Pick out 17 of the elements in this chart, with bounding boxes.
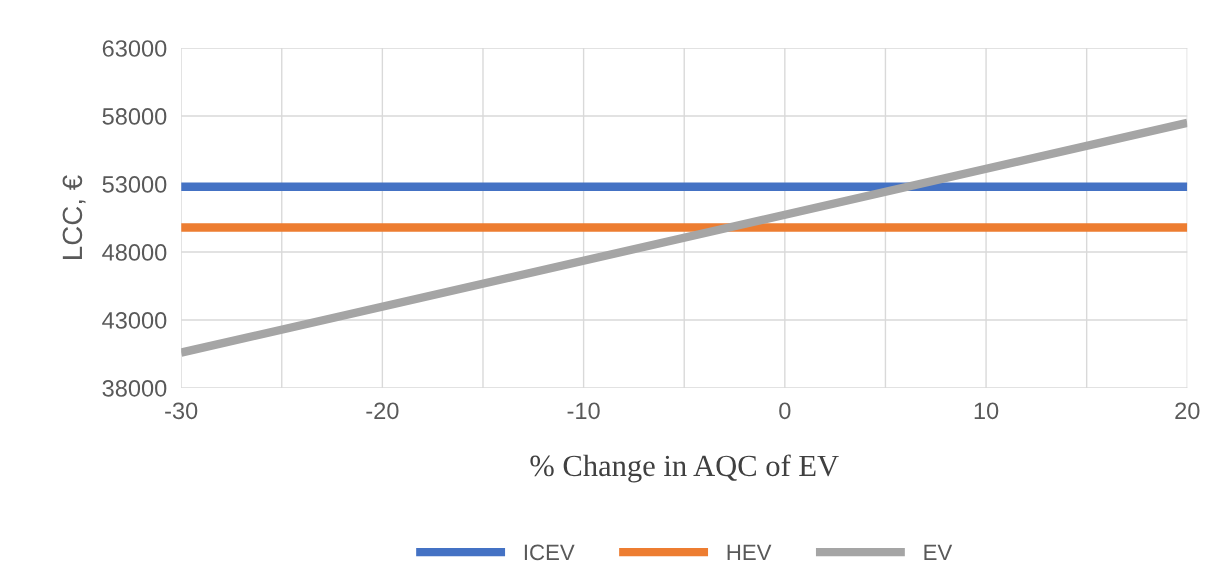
- y-tick-label: 58000: [102, 108, 167, 125]
- x-axis-title: % Change in AQC of EV: [530, 454, 839, 483]
- legend-label: HEV: [727, 544, 772, 560]
- x-tick-label: -10: [567, 402, 600, 420]
- x-tick-label: -30: [165, 402, 198, 420]
- y-tick-label: 43000: [102, 312, 167, 329]
- x-tick-label: 10: [974, 402, 999, 420]
- x-tick-label: -20: [366, 402, 399, 420]
- legend-label: EV: [924, 544, 953, 560]
- y-tick-label: 53000: [102, 176, 167, 193]
- y-axis-title: LCC, €: [62, 175, 86, 259]
- y-tick-label: 38000: [102, 380, 167, 397]
- x-tick-label: 0: [779, 402, 791, 420]
- y-tick-label: 48000: [102, 244, 167, 261]
- x-tick-label: 20: [1175, 402, 1200, 420]
- legend-label: ICEV: [524, 544, 575, 561]
- y-tick-label: 63000: [102, 40, 167, 57]
